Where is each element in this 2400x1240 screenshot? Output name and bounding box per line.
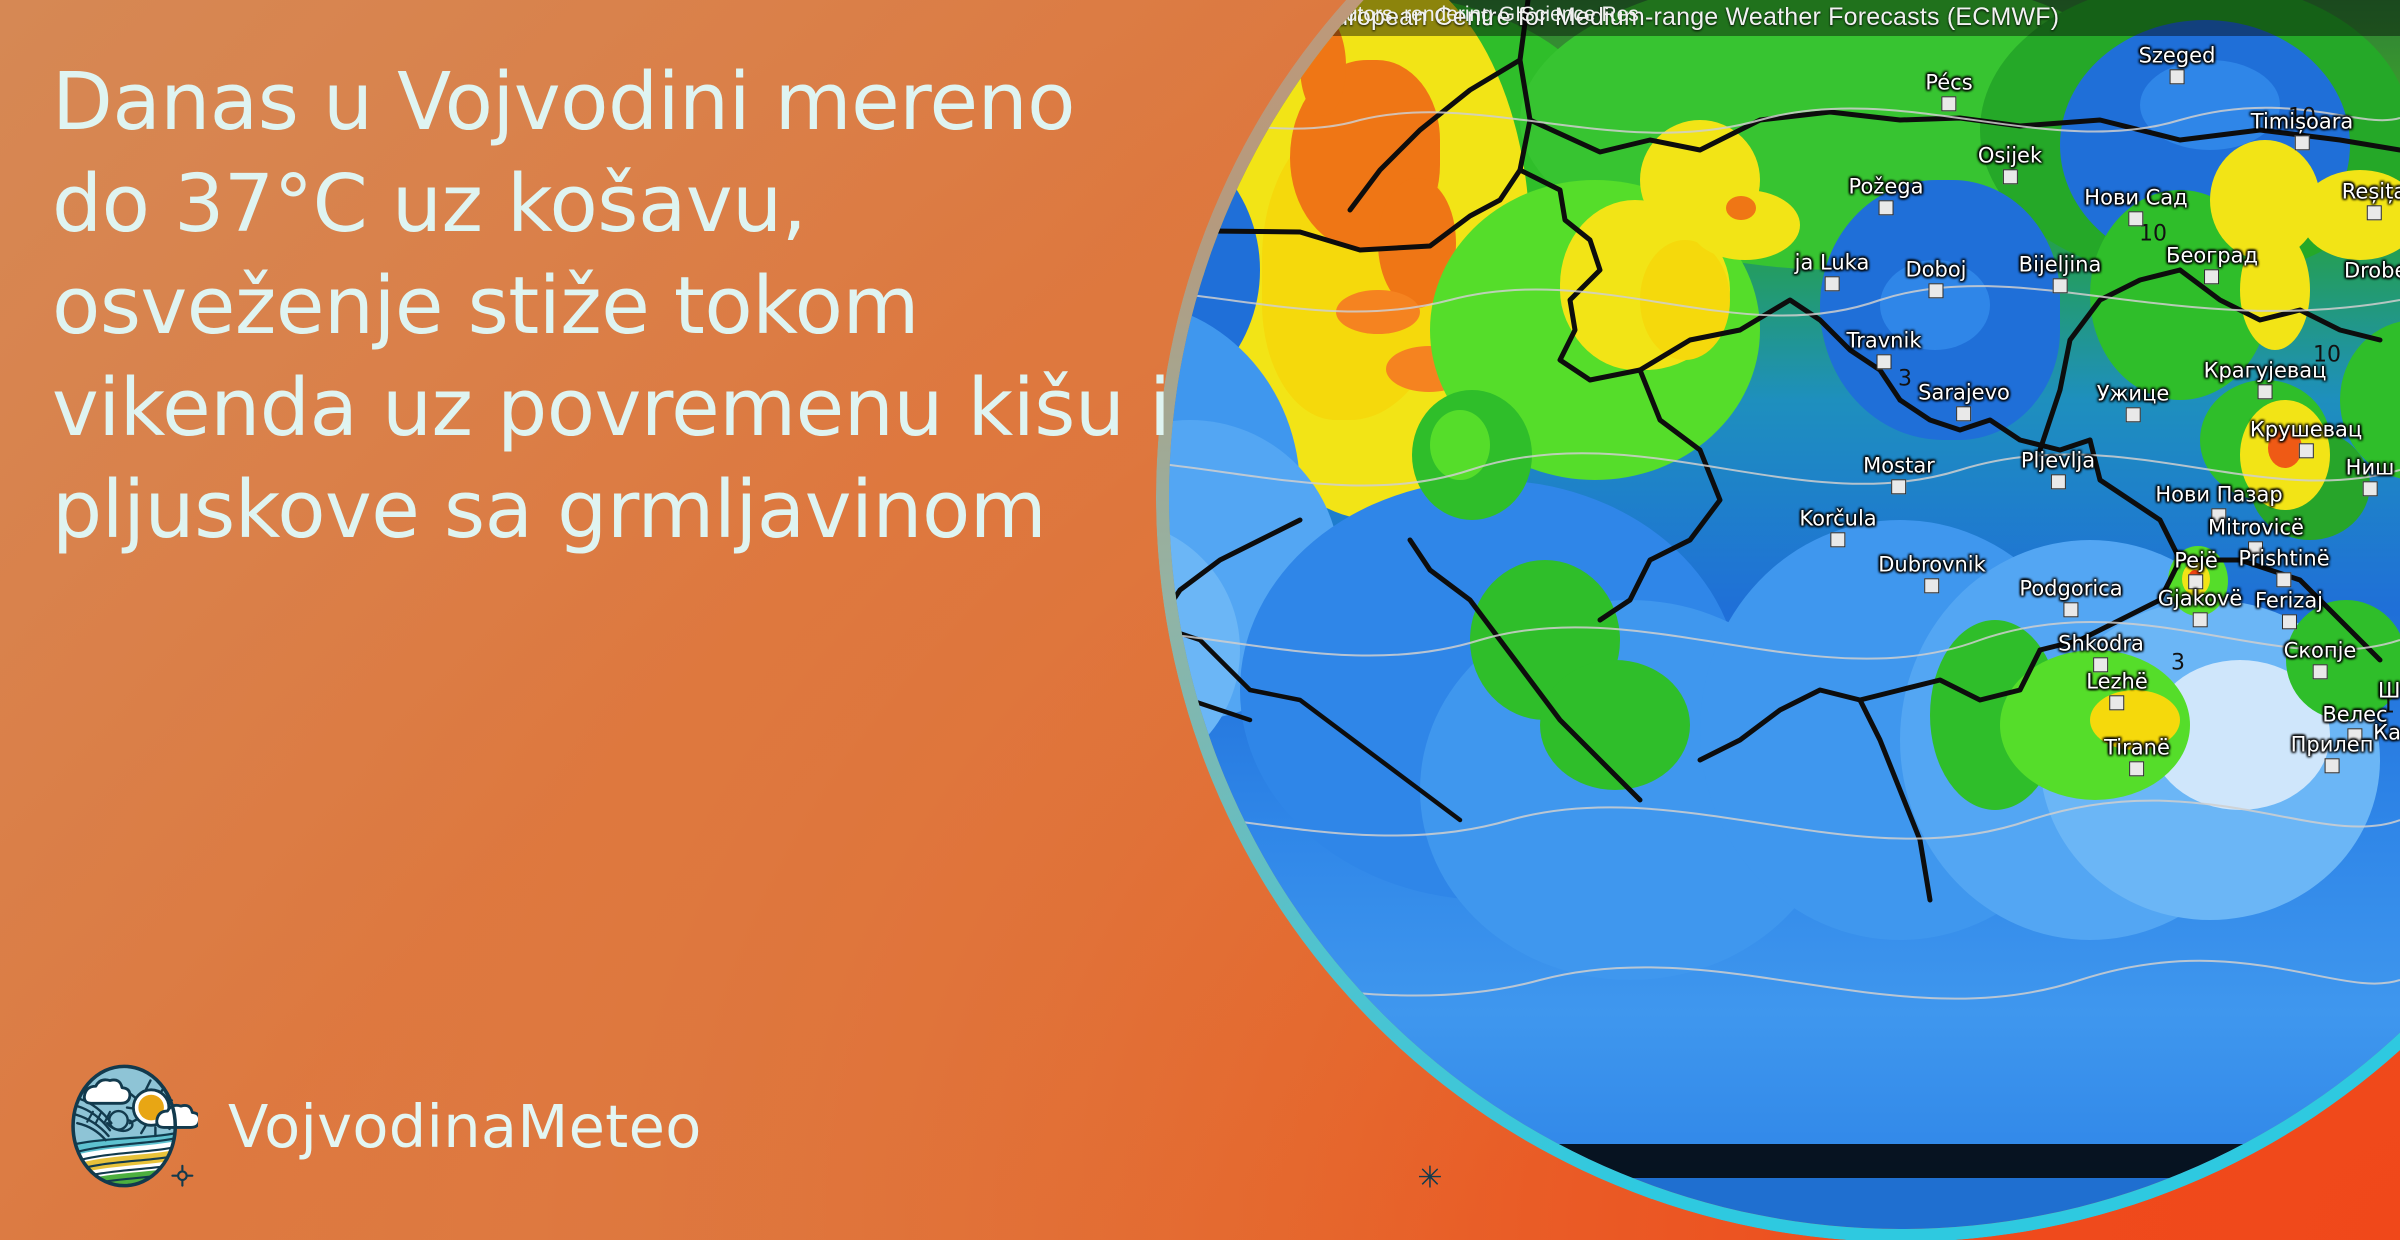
city-marker-icon — [1928, 283, 1944, 299]
brand-name: VojvodinaMeteo — [228, 1091, 702, 1161]
map-city-label: Gjakovë — [2158, 588, 2242, 628]
city-marker-icon — [2204, 269, 2220, 285]
page-title: Danas u Vojvodini mereno do 37°C uz koša… — [52, 56, 1171, 556]
map-city-label: Travnik — [1847, 330, 1921, 370]
city-marker-icon — [2257, 384, 2273, 400]
city-marker-icon — [2276, 572, 2292, 588]
map-city-label: Doboj — [1905, 259, 1967, 299]
city-marker-icon — [2281, 614, 2297, 630]
map-city-label: Szeged — [2139, 45, 2215, 85]
map-city-label: Prishtinë — [2238, 548, 2330, 588]
map-city-label: Нови Сад — [2084, 187, 2188, 227]
contour-value-label: 3 — [1898, 366, 1912, 392]
city-marker-icon — [2063, 602, 2079, 618]
city-marker-icon — [1876, 354, 1892, 370]
map-city-label: Mostar — [1863, 455, 1935, 495]
city-marker-icon — [2362, 481, 2378, 497]
map-city-label: Прилеп — [2291, 734, 2373, 774]
city-marker-icon — [2294, 135, 2310, 151]
weather-landscape-logo-icon — [71, 1064, 198, 1188]
city-marker-icon — [2192, 612, 2208, 628]
city-marker-icon — [2109, 695, 2125, 711]
map-city-label: Крагујевац — [2204, 360, 2326, 400]
city-marker-icon — [1878, 200, 1894, 216]
city-marker-icon — [1830, 532, 1846, 548]
city-marker-icon — [2324, 758, 2340, 774]
weather-map-raster: 10102010103331 SzegedPécsTimișoaraHunedo… — [1169, 0, 2400, 1178]
map-city-label: Ниш — [2346, 457, 2394, 497]
city-marker-icon — [2002, 169, 2018, 185]
city-marker-icon — [1891, 479, 1907, 495]
city-marker-icon — [2169, 69, 2185, 85]
map-city-label: Крушевац — [2250, 419, 2362, 459]
map-city-label: Timișoara — [2251, 111, 2353, 151]
city-marker-icon — [2366, 205, 2382, 221]
weather-map-clip: 10102010103331 SzegedPécsTimișoaraHunedo… — [1169, 0, 2400, 1229]
map-city-label: Drobeta-Turnu Severin — [2343, 258, 2400, 283]
map-city-label: Osijek — [1978, 145, 2042, 185]
map-city-label: Bijeljina — [2019, 254, 2101, 294]
city-marker-icon — [2312, 664, 2328, 680]
weather-map-circle[interactable]: 10102010103331 SzegedPécsTimișoaraHunedo… — [1156, 0, 2400, 1240]
map-city-label: Кавадарци — [2373, 720, 2400, 745]
map-city-label: Požega — [1849, 176, 1923, 216]
map-city-label: Shkodra — [2058, 633, 2144, 673]
map-city-label: Korčula — [1799, 508, 1877, 548]
map-city-label: Pljevlja — [2021, 450, 2095, 490]
map-city-label: ja Luka — [1795, 252, 1869, 292]
map-city-label: Ужице — [2097, 383, 2169, 423]
map-city-label: Sarajevo — [1918, 382, 2010, 422]
city-marker-icon — [1941, 96, 1957, 112]
contour-value-label: 3 — [2171, 650, 2185, 676]
map-city-label: Београд — [2166, 245, 2258, 285]
map-city-label: Tiranë — [2104, 737, 2170, 777]
city-marker-icon — [2125, 407, 2141, 423]
map-city-label: Podgorica — [2019, 578, 2123, 618]
map-city-label: Скопје — [2284, 640, 2356, 680]
map-city-label: Ferizaj — [2255, 590, 2323, 630]
map-city-label: Pécs — [1925, 72, 1973, 112]
city-marker-icon — [1824, 276, 1840, 292]
city-marker-icon — [2129, 761, 2145, 777]
map-city-label: Lezhë — [2086, 671, 2148, 711]
city-marker-icon — [1924, 578, 1940, 594]
city-marker-icon — [2298, 443, 2314, 459]
osm-attribution-text: Map data © OpenStreetMap contributors, r… — [1169, 3, 1639, 26]
map-city-label: Pejë — [2174, 550, 2218, 590]
brand-lockup[interactable]: VojvodinaMeteo — [56, 1055, 702, 1197]
city-marker-icon — [2050, 474, 2066, 490]
map-city-label: Dubrovnik — [1878, 554, 1986, 594]
map-city-label: Reșița — [2342, 181, 2400, 221]
osm-attribution-bar — [1169, 1144, 2400, 1178]
city-marker-icon — [2052, 278, 2068, 294]
city-marker-icon — [2128, 211, 2144, 227]
asterisk-marker: ✳ — [1417, 1160, 1443, 1196]
city-marker-icon — [1956, 406, 1972, 422]
